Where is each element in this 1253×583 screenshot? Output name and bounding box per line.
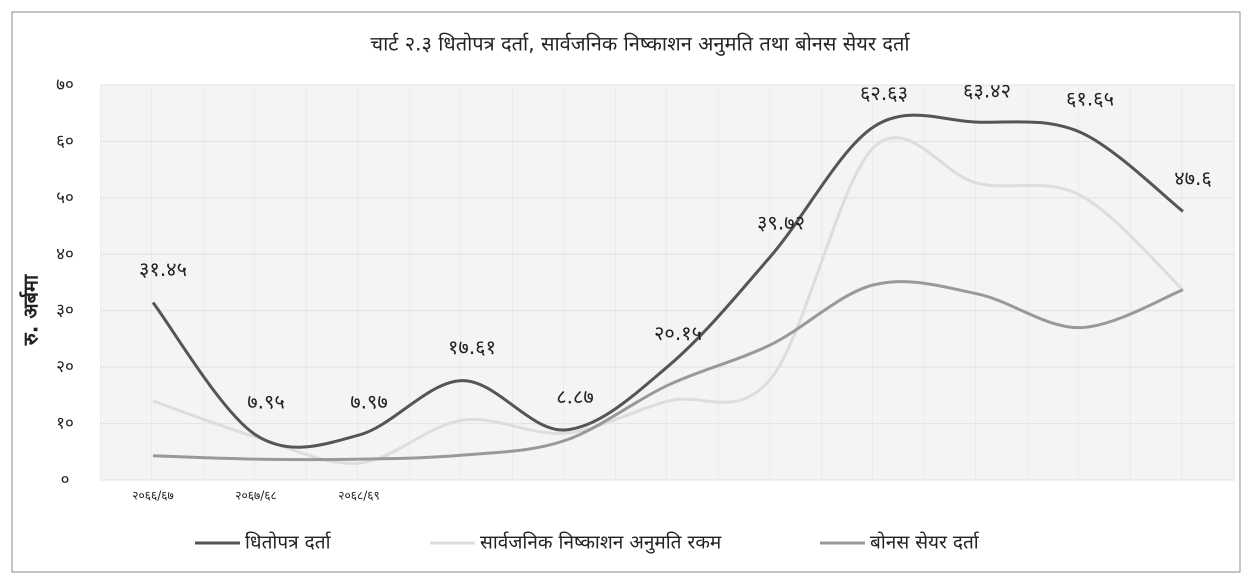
series-line <box>152 280 1184 462</box>
x-tick-label: २०६६/६७ <box>132 489 173 503</box>
y-tick-label: ४० <box>56 244 74 264</box>
data-label: ८.८७ <box>556 384 594 408</box>
series-line <box>152 136 1185 465</box>
data-label: ६२.६३ <box>860 81 908 105</box>
y-tick-label: ६० <box>56 131 74 151</box>
data-label: ६१.६५ <box>1066 87 1114 111</box>
y-tick-label: ३० <box>56 301 74 321</box>
legend-label: सार्वजनिक निष्काशन अनुमति रकम <box>480 531 722 555</box>
y-tick-label: १० <box>56 414 74 434</box>
series-line <box>151 113 1184 449</box>
y-tick-label: ७० <box>56 75 74 95</box>
x-tick-label: २०६७/६८ <box>235 489 276 503</box>
data-label: ४७.६ <box>1174 166 1212 190</box>
legend: धितोपत्र दर्ता सार्वजनिक निष्काशन अनुमति … <box>195 531 980 555</box>
y-tick-label: ० <box>61 470 70 490</box>
legend-label: बोनस सेयर दर्ता <box>870 531 980 554</box>
legend-label: धितोपत्र दर्ता <box>245 531 332 554</box>
data-label: ३१.४५ <box>139 257 187 281</box>
data-label: ७.९७ <box>350 390 388 414</box>
data-label: ७.९५ <box>247 390 285 414</box>
chart-title: चार्ट २.३ धितोपत्र दर्ता, सार्वजनिक निष्… <box>370 32 910 57</box>
data-label: १७.६१ <box>448 335 496 359</box>
x-tick-label: २०६८/६९ <box>338 489 379 503</box>
data-label: ६३.४२ <box>963 79 1011 103</box>
y-axis-label: रु. अर्बमा <box>19 274 43 346</box>
vertical-grid <box>100 85 1235 480</box>
y-tick-label: ५० <box>56 188 74 208</box>
data-label: ३९.७२ <box>757 210 805 234</box>
y-tick-label: २० <box>56 357 74 377</box>
data-label: २०.१५ <box>654 321 702 345</box>
